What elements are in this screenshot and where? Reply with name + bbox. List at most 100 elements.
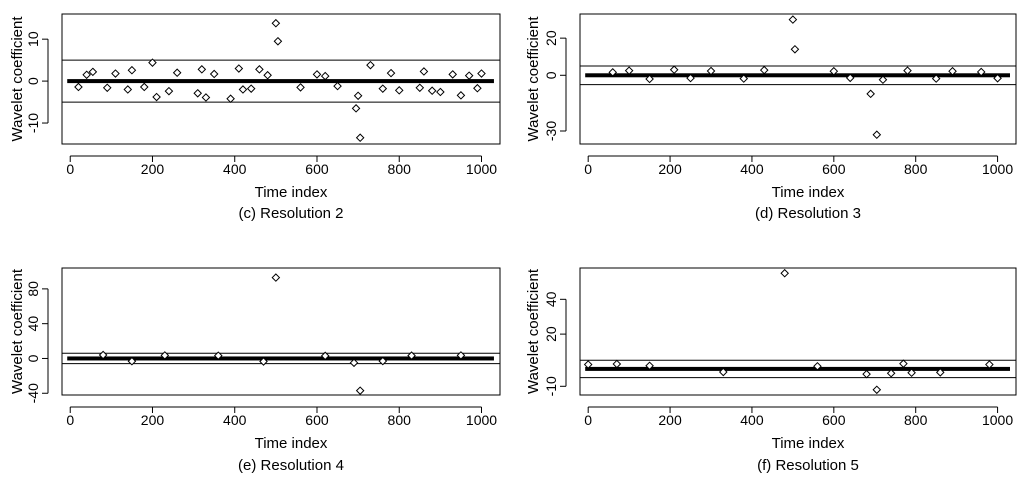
x-axis-label: Time index (255, 435, 328, 452)
data-point (608, 68, 618, 77)
data-point (872, 385, 882, 395)
data-point (862, 369, 871, 379)
data-point (456, 91, 466, 100)
x-tick-label: 400 (223, 161, 247, 177)
x-tick-label: 800 (904, 412, 928, 428)
coefficient-band (67, 79, 494, 84)
plot-frame (579, 13, 1017, 145)
data-point (886, 368, 896, 378)
data-point (378, 84, 388, 93)
data-point (813, 361, 822, 371)
y-tick-label: 20 (543, 326, 559, 342)
x-tick-label: 600 (305, 161, 329, 177)
coefficient-band (585, 73, 1010, 78)
data-point (197, 65, 207, 74)
data-point (993, 73, 1002, 83)
data-point (473, 83, 482, 93)
data-point (583, 360, 593, 369)
x-tick-label: 400 (740, 412, 764, 428)
x-tick-label: 0 (66, 161, 74, 177)
data-point (259, 357, 268, 366)
data-point (201, 93, 211, 102)
data-point (164, 86, 174, 96)
x-axis-label: Time index (255, 184, 328, 201)
x-tick-label: 600 (822, 161, 846, 177)
data-point (351, 104, 361, 113)
y-tick-label: -10 (25, 113, 41, 133)
data-point (790, 44, 800, 54)
panel-resolution-4: 0 200 400 600 800 1000 -40 0 40 80 Time index (e) R… (9, 267, 501, 474)
data-point (976, 67, 986, 77)
x-tick-label: 400 (223, 412, 247, 428)
data-point (386, 68, 396, 78)
x-axis-label: Time index (772, 184, 845, 201)
data-point (246, 84, 256, 93)
coefficient-band (67, 356, 494, 361)
y-axis-label: Wavelet coefficient (525, 268, 542, 394)
data-point (686, 73, 695, 83)
data-point (931, 74, 941, 83)
data-point (427, 86, 437, 96)
plot-frame (61, 267, 501, 396)
x-tick-label: 1000 (982, 412, 1013, 428)
data-point (366, 60, 375, 70)
data-point (899, 359, 908, 368)
data-point (448, 70, 458, 79)
data-point (234, 64, 244, 73)
x-tick-label: 400 (740, 161, 764, 177)
data-point (477, 69, 486, 78)
y-axis-label: Wavelet coefficient (525, 16, 542, 142)
x-tick-label: 0 (584, 161, 592, 177)
data-point (948, 66, 957, 76)
data-point (238, 85, 248, 94)
data-point (349, 358, 359, 368)
y-axis-label: Wavelet coefficient (9, 268, 26, 394)
panel-caption: (d) Resolution 3 (755, 205, 861, 222)
x-tick-label: 200 (658, 412, 682, 428)
data-point (436, 87, 445, 97)
plot-frame (579, 267, 1017, 396)
data-point (111, 69, 120, 78)
data-point (866, 89, 875, 99)
data-point (271, 273, 281, 282)
data-point (872, 130, 882, 140)
x-tick-label: 1000 (982, 161, 1013, 177)
y-tick-label: -30 (543, 121, 559, 141)
x-tick-label: 600 (305, 412, 329, 428)
panel-resolution-3: 0 200 400 600 800 1000 -30 0 20 Time index (d) Res… (525, 13, 1017, 222)
data-point (355, 133, 365, 143)
data-point (320, 71, 330, 81)
x-axis-label: Time index (772, 435, 845, 452)
data-point (209, 69, 219, 79)
x-tick-label: 200 (141, 161, 165, 177)
data-point (213, 351, 223, 360)
y-tick-label: -10 (543, 376, 559, 396)
y-tick-label: 80 (25, 281, 41, 297)
data-point (98, 350, 108, 360)
data-point (88, 67, 98, 77)
x-tick-label: 800 (904, 161, 928, 177)
data-point (718, 367, 728, 377)
data-point (759, 65, 769, 75)
data-point (645, 74, 654, 84)
data-point (312, 70, 322, 79)
data-point (739, 74, 749, 83)
data-point (102, 83, 112, 93)
y-tick-label: 0 (543, 71, 559, 79)
x-tick-label: 200 (658, 161, 682, 177)
data-point (394, 86, 404, 95)
coefficient-band (585, 366, 1010, 371)
data-point (829, 66, 839, 76)
x-tick-label: 1000 (466, 161, 497, 177)
data-point (845, 73, 855, 83)
data-point (407, 351, 416, 360)
y-tick-label: 40 (25, 316, 41, 332)
data-point (353, 91, 363, 101)
data-point (226, 94, 235, 104)
data-point (985, 360, 994, 369)
data-point (263, 70, 272, 80)
data-point (74, 82, 83, 92)
data-point (645, 361, 654, 371)
data-point (255, 65, 264, 74)
